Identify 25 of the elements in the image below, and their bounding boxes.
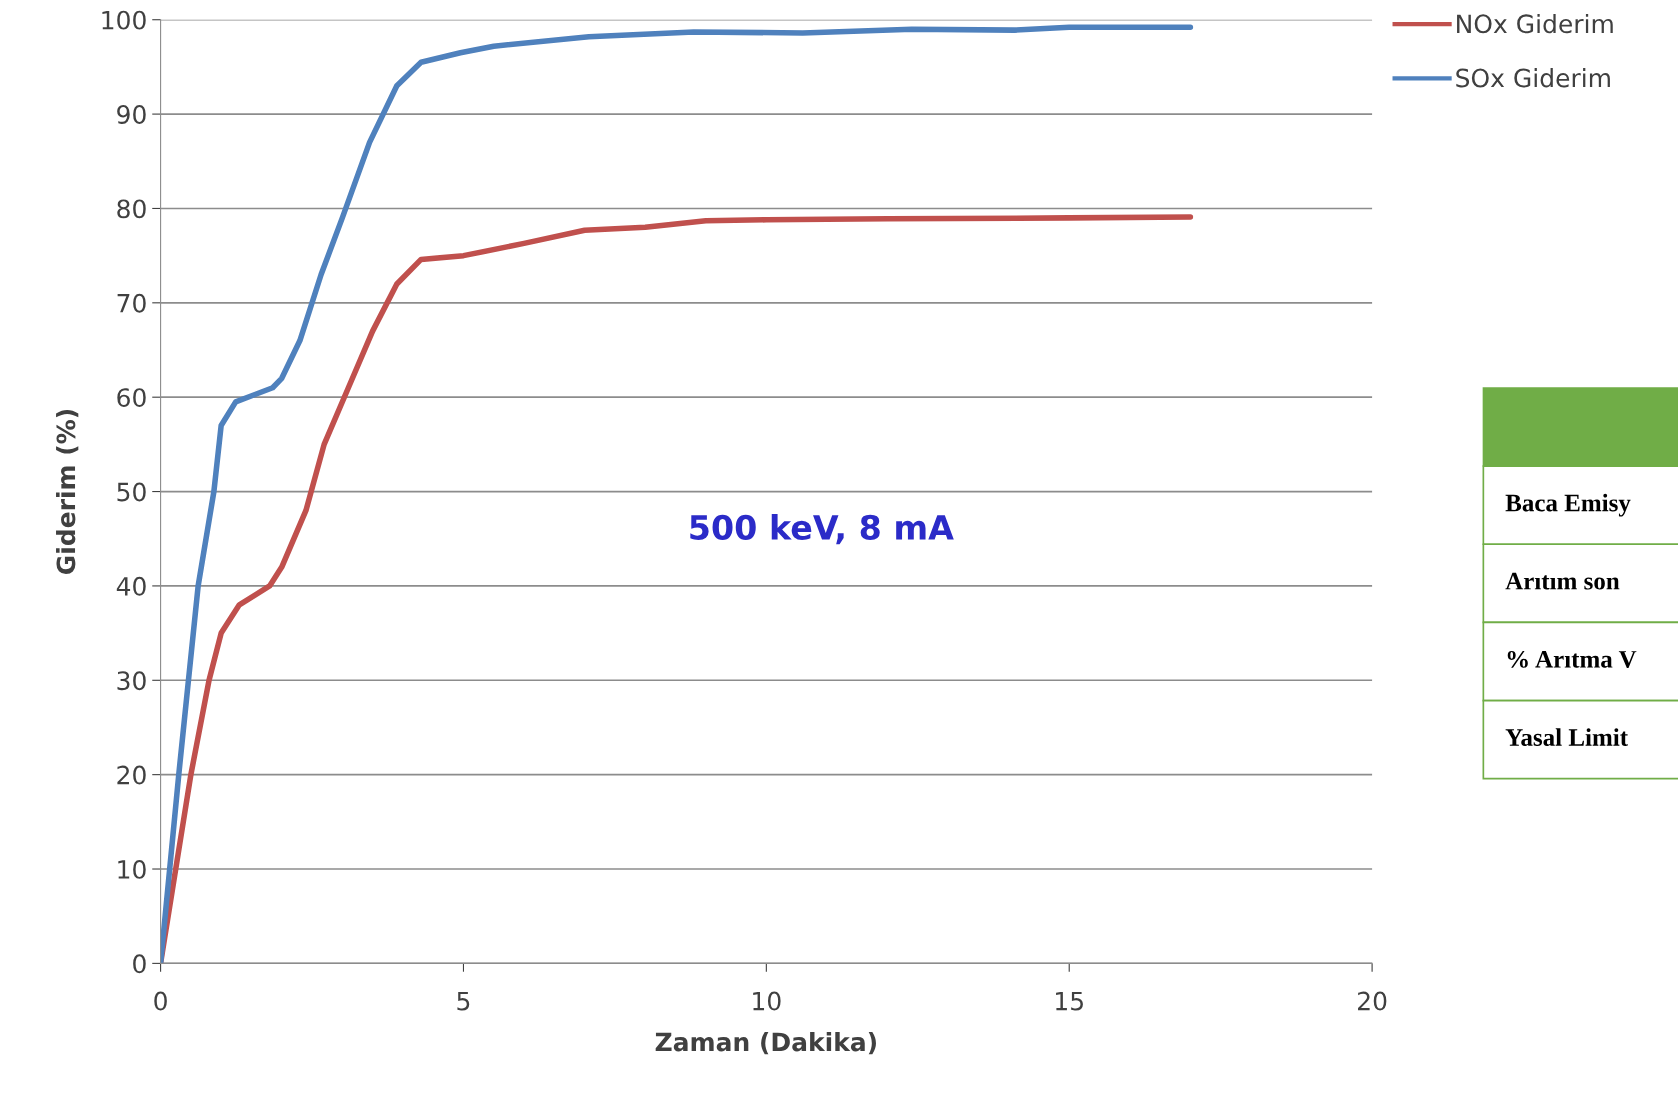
x-tick-label: 20 [1358,991,1387,1011]
text: % Arıtma V [1507,650,1637,668]
y-axis-title: Giderim (%) [56,409,79,575]
x-tick-label: 0 [154,991,167,1011]
y-tick-label: 90 [117,105,146,124]
y-tick-label: 10 [118,859,146,879]
y-tick-label: 60 [117,388,146,408]
y-tick-label: 40 [116,576,146,596]
y-tick-label: 50 [117,482,146,502]
legend-label: SOx Giderim [1456,68,1610,88]
x-axis-title: Zaman (Dakika) [655,1032,876,1055]
text: Yasal Limit [1505,728,1628,746]
y-tick-label: 0 [133,954,146,974]
y-tick-label: 20 [117,765,146,785]
y-tick-label: 70 [117,293,146,313]
y-tick-label: 80 [117,199,146,219]
y-tick-label: 30 [117,671,146,691]
legend-label: NOx Giderim [1457,13,1613,34]
x-tick-label: 15 [1056,991,1083,1011]
annotation: 500 keV, 8 mA [690,514,954,545]
x-tick-label: 10 [753,991,781,1011]
y-tick-label: 100 [102,10,146,30]
text: Arıtım son [1505,572,1620,590]
x-tick-label: 5 [457,991,470,1011]
text: Baca Emisy [1505,493,1631,517]
